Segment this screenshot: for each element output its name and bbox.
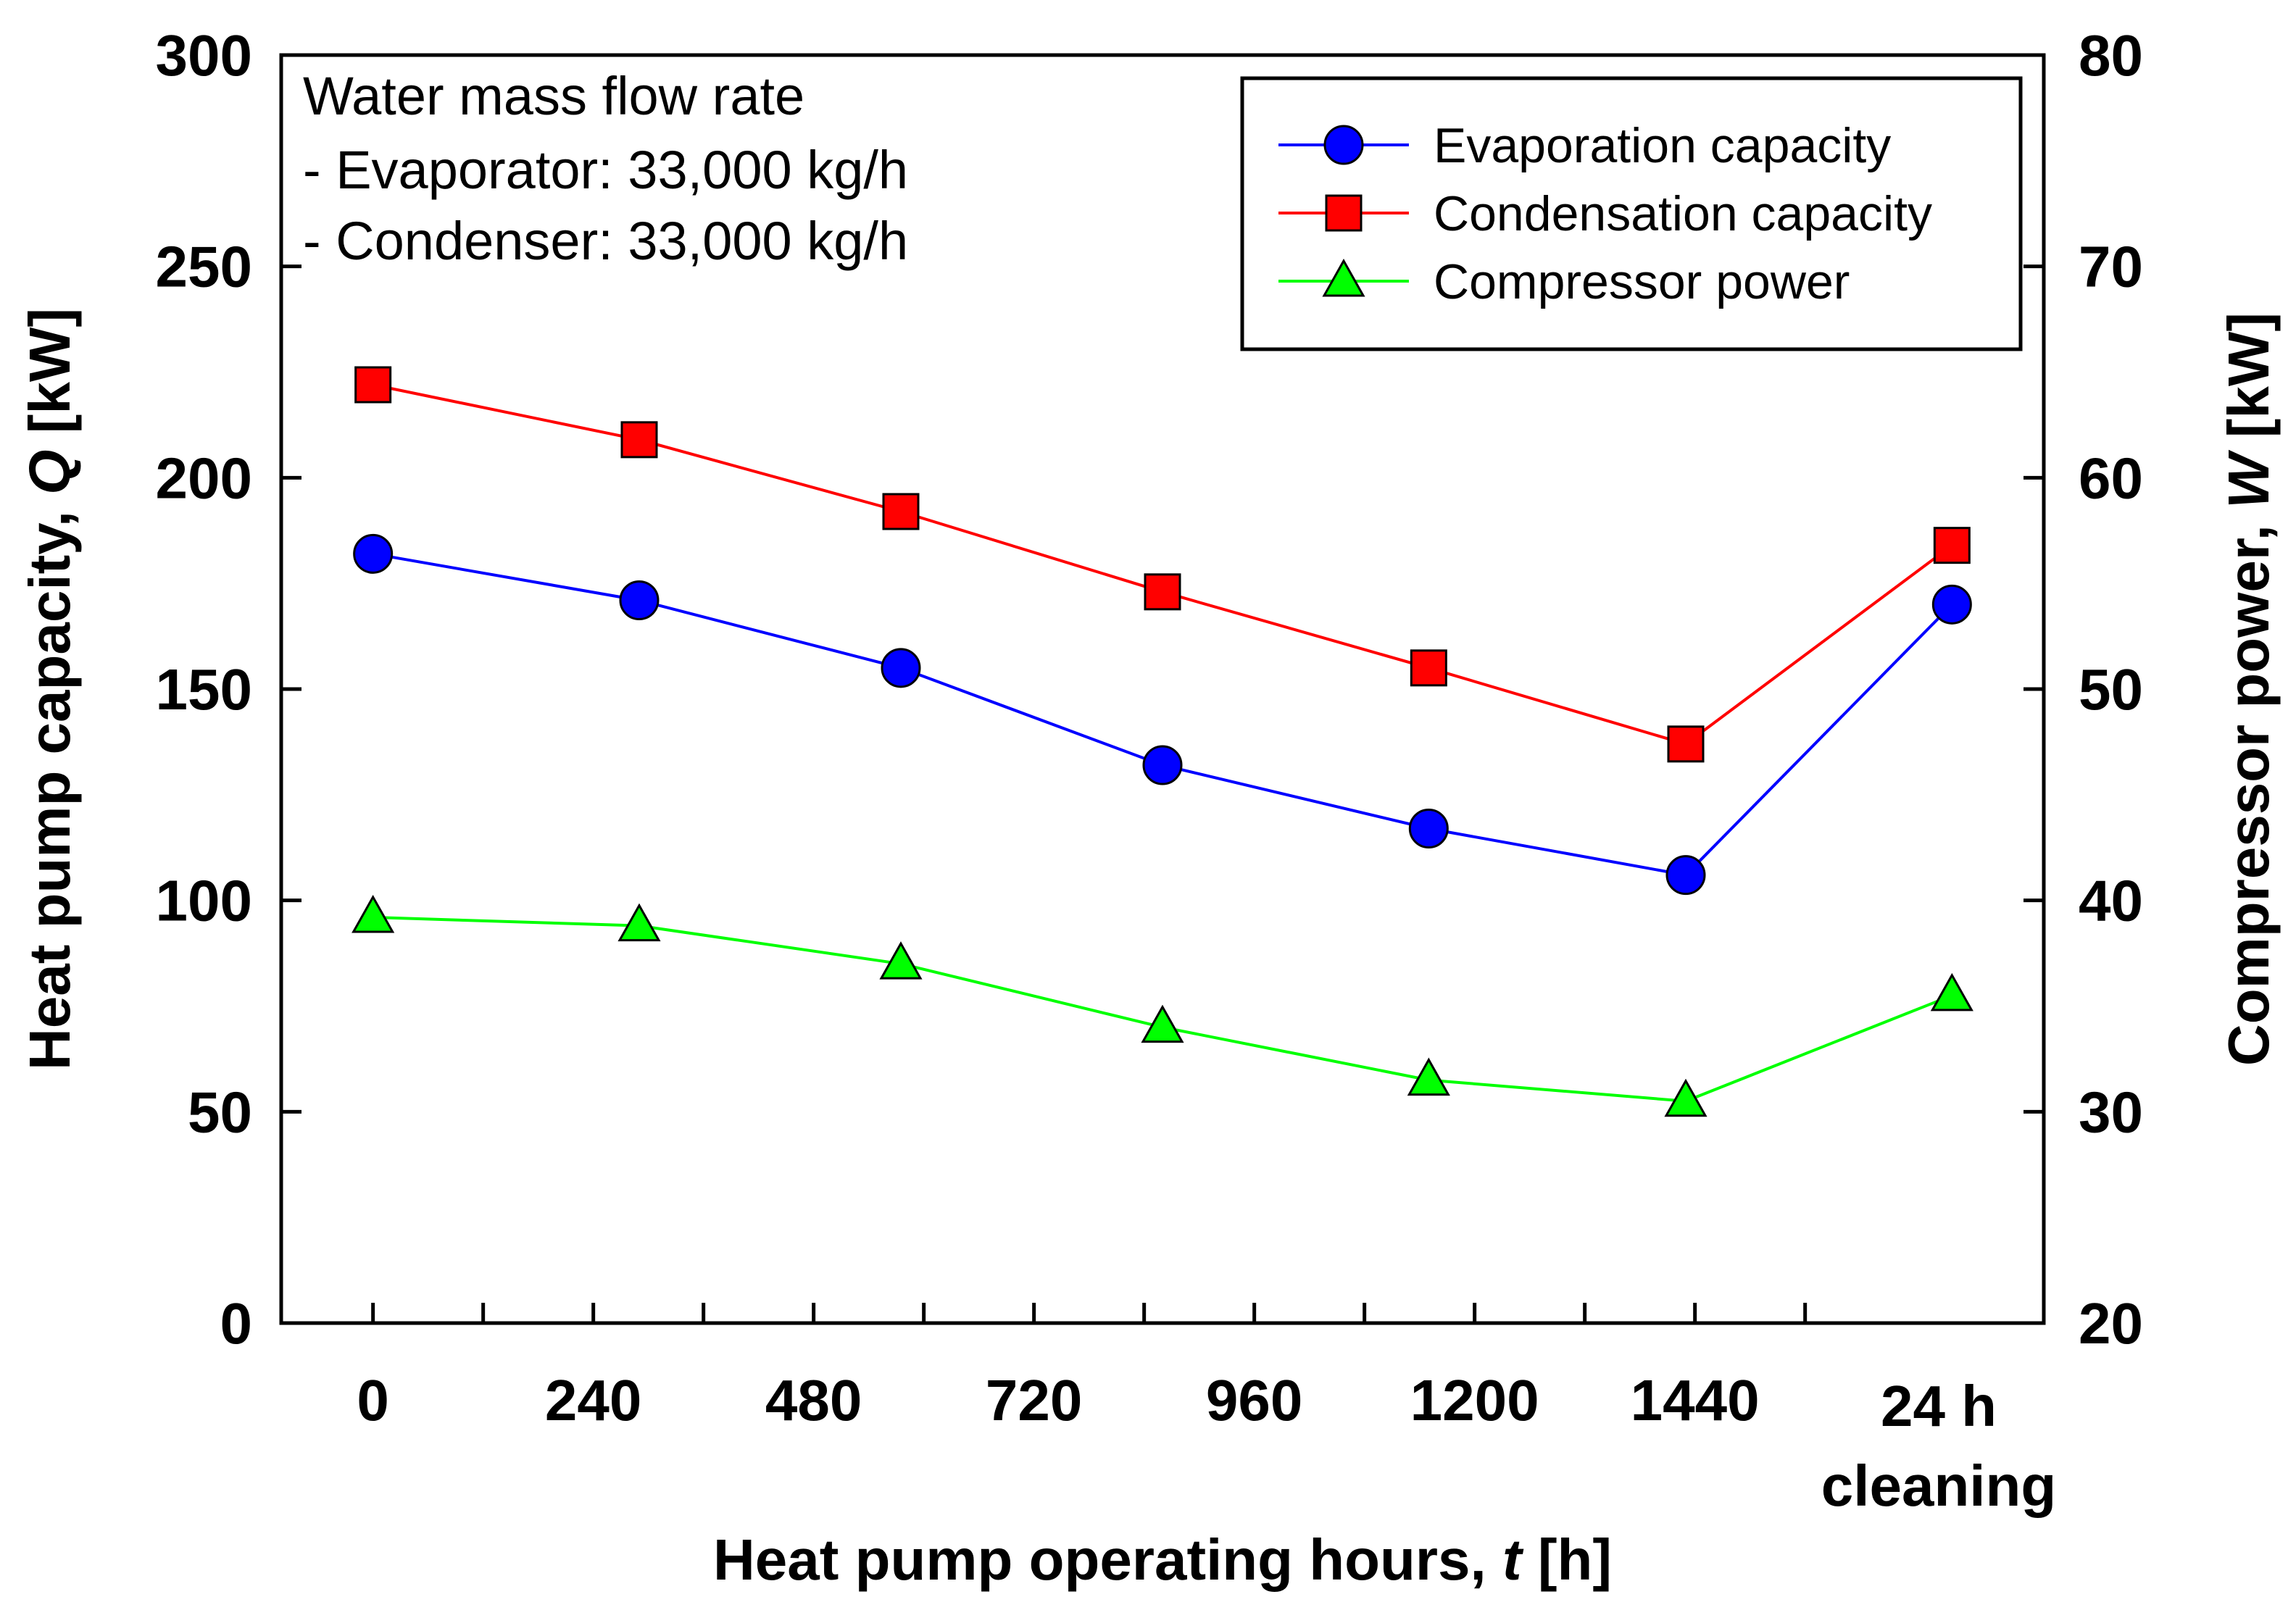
y-tick-label-3: 150 (156, 657, 252, 722)
y2-tick-label-2: 40 (2079, 869, 2143, 933)
y2-tick-label-1: 30 (2079, 1080, 2143, 1144)
note-line-2: - Evaporator: 33,000 kg/h (303, 140, 908, 200)
y-tick-label-6: 300 (156, 23, 252, 88)
series-1 (354, 366, 1971, 763)
y2-axis-title-text: Compressor power, (2216, 525, 2281, 1066)
y-axis-title: Heat pump capacity, Q [kW] (17, 308, 82, 1070)
note-line-1: Water mass flow rate (303, 66, 804, 126)
legend-marker-2 (1322, 258, 1365, 297)
legend-label-0: Evaporation capacity (1434, 118, 1891, 173)
series-1-point-5 (1667, 725, 1705, 763)
y2-tick-label-4: 60 (2079, 446, 2143, 510)
x-tick-label-cleaning-2: cleaning (1821, 1453, 2057, 1518)
x-tick-label-cleaning-1: 24 h (1881, 1374, 1997, 1438)
y-axis-right: 20 30 40 50 60 70 80 (2023, 23, 2143, 1356)
series-2-point-6 (1930, 972, 1973, 1012)
y2-axis-title-var: W (2216, 449, 2281, 509)
y-axis-title-unit: [kW] (17, 308, 82, 433)
legend: Evaporation capacity Condensation capacit… (1240, 76, 2023, 351)
series-1-point-2 (882, 493, 920, 530)
series-2-point-2 (879, 941, 923, 980)
x-axis: 0 240 480 720 960 1200 1440 (357, 1303, 1808, 1432)
x-tick-label-3: 720 (986, 1368, 1082, 1432)
series-1-point-3 (1144, 573, 1181, 611)
y2-tick-label-6: 80 (2079, 23, 2143, 88)
series-0-point-1 (619, 580, 660, 620)
y2-tick-label-0: 20 (2079, 1291, 2143, 1356)
x-tick-label-5: 1200 (1410, 1368, 1539, 1432)
x-tick-label-2: 480 (765, 1368, 862, 1432)
legend-items: Evaporation capacity Condensation capacit… (1278, 118, 1932, 309)
series-0-point-6 (1931, 584, 1972, 625)
series-line-1 (373, 383, 1953, 746)
series-0 (353, 533, 1972, 896)
y-tick-label-1: 50 (188, 1080, 252, 1144)
y-tick-label-0: 0 (220, 1291, 253, 1356)
series-0-point-2 (881, 648, 921, 688)
x-axis-title-var: t (1502, 1527, 1524, 1592)
y-axis-title-var: Q (17, 449, 82, 494)
legend-marker-0 (1323, 125, 1364, 165)
series-2-point-5 (1664, 1078, 1708, 1117)
legend-label-2: Compressor power (1434, 254, 1850, 309)
series-2-point-0 (352, 894, 395, 933)
x-tick-label-1: 240 (545, 1368, 641, 1432)
x-axis-title-text: Heat pump operating hours, (713, 1527, 1486, 1592)
series-2-point-1 (617, 903, 661, 942)
y2-axis-title: Compressor power, W [kW] (2216, 312, 2281, 1066)
series-0-point-3 (1142, 745, 1183, 785)
y-tick-label-5: 250 (156, 235, 252, 299)
legend-marker-1 (1325, 194, 1363, 232)
series-1-point-1 (620, 421, 658, 459)
series-1-point-6 (1933, 527, 1971, 564)
y-tick-label-2: 100 (156, 869, 252, 933)
series-2 (352, 894, 1973, 1117)
y2-tick-label-3: 50 (2079, 657, 2143, 722)
series-1-point-4 (1410, 649, 1447, 687)
series-0-point-5 (1665, 855, 1706, 896)
x-axis-title-unit: [h] (1538, 1527, 1612, 1592)
x-axis-title: Heat pump operating hours, t [h] (713, 1527, 1612, 1592)
series-layer (352, 366, 1973, 1117)
y-axis-title-text: Heat pump capacity, (17, 511, 82, 1070)
series-0-point-4 (1408, 809, 1449, 848)
series-0-point-0 (353, 533, 394, 574)
x-tick-label-4: 960 (1206, 1368, 1302, 1432)
series-2-point-4 (1407, 1057, 1450, 1096)
y-axis-left: 0 50 100 150 200 250 300 (156, 23, 301, 1356)
legend-label-1: Condensation capacity (1434, 186, 1932, 241)
x-tick-label-6: 1440 (1631, 1368, 1760, 1432)
x-tick-label-0: 0 (357, 1368, 389, 1432)
series-1-point-0 (354, 366, 392, 404)
y-tick-label-4: 200 (156, 446, 252, 510)
note-line-3: - Condenser: 33,000 kg/h (303, 211, 908, 271)
y2-axis-title-unit: [kW] (2216, 312, 2281, 438)
y2-tick-label-5: 70 (2079, 235, 2143, 299)
series-2-point-3 (1141, 1004, 1184, 1043)
